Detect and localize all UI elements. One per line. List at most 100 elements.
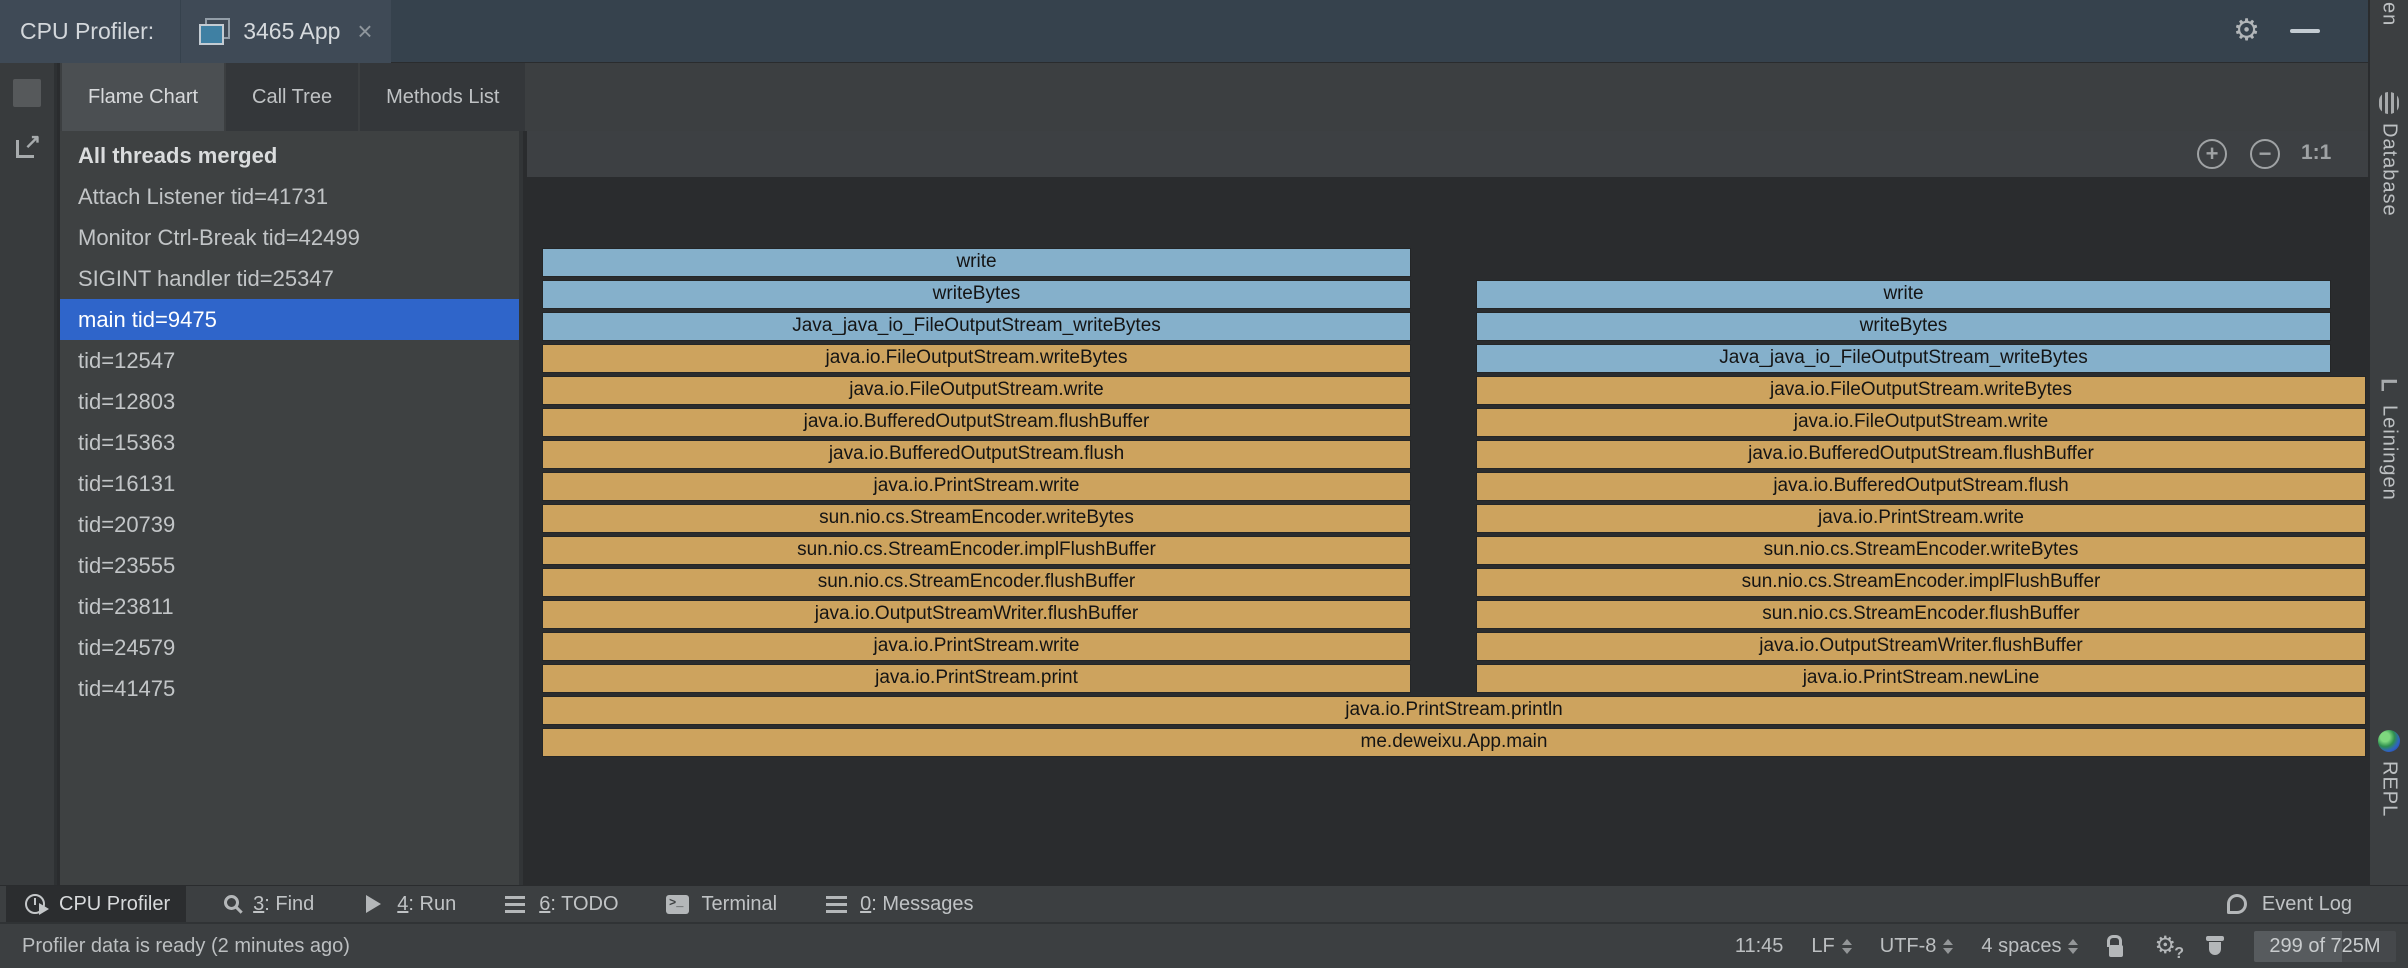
flame-bar-sun-nio-cs-streamencoder-flushbuffer[interactable]: sun.nio.cs.StreamEncoder.flushBuffer	[542, 568, 1411, 597]
tool-window-button-label: Terminal	[701, 892, 778, 915]
flame-bar-sun-nio-cs-streamencoder-flushbuffer[interactable]: sun.nio.cs.StreamEncoder.flushBuffer	[1476, 600, 2366, 629]
encoding-value: UTF-8	[1879, 934, 1937, 957]
flame-bar-java-io-bufferedoutputstream-flushbuffer[interactable]: java.io.BufferedOutputStream.flushBuffer	[542, 408, 1411, 437]
flame-bar-java-io-bufferedoutputstream-flush[interactable]: java.io.BufferedOutputStream.flush	[542, 440, 1411, 469]
flame-bar-java-io-outputstreamwriter-flushbuffer[interactable]: java.io.OutputStreamWriter.flushBuffer	[542, 600, 1411, 629]
encoding-widget[interactable]: UTF-8	[1880, 935, 1954, 958]
flame-bar-java-io-printstream-write[interactable]: java.io.PrintStream.write	[542, 632, 1411, 661]
event-log-button[interactable]: Event Log	[2208, 886, 2368, 922]
close-icon[interactable]: ×	[357, 16, 373, 46]
window-title: CPU Profiler:	[20, 17, 155, 44]
thread-item-tid-12803[interactable]: tid=12803	[78, 389, 176, 414]
tool-window-button-repl[interactable]: REPL	[2370, 730, 2408, 817]
thread-item-main-tid-9475[interactable]: main tid=9475	[60, 299, 519, 340]
flame-bar-java-java-io-fileoutputstream-writebytes[interactable]: Java_java_io_FileOutputStream_writeBytes	[1476, 344, 2331, 373]
tool-window-bar: CPU Profiler 3: Find 4: Run 6: TODO Terminal…	[0, 885, 2408, 922]
view-tabs: Flame Chart Call Tree Methods List	[60, 63, 2368, 131]
flame-bar-java-io-bufferedoutputstream-flushbuffer[interactable]: java.io.BufferedOutputStream.flushBuffer	[1476, 440, 2366, 469]
flame-bar-java-java-io-fileoutputstream-writebytes[interactable]: Java_java_io_FileOutputStream_writeBytes	[542, 312, 1411, 341]
status-widgets: 11:45 LF UTF-8 4 spaces ⚙? 299 of 725M	[1735, 930, 2396, 962]
unlock-icon[interactable]	[2106, 935, 2126, 957]
flame-bar-sun-nio-cs-streamencoder-writebytes[interactable]: sun.nio.cs.StreamEncoder.writeBytes	[542, 504, 1411, 533]
flame-chart-canvas[interactable]: write writeBytes Java_java_io_FileOutputSt…	[527, 177, 2368, 885]
memory-indicator[interactable]: 299 of 725M	[2254, 930, 2396, 962]
event-log-label: Event Log	[2261, 892, 2352, 915]
tool-window-button-4-run[interactable]: 4: Run	[344, 886, 472, 922]
tab-methods-list[interactable]: Methods List	[360, 63, 528, 131]
flame-bar-java-io-printstream-println[interactable]: java.io.PrintStream.println	[542, 696, 2366, 725]
title-bar: CPU Profiler: 3465 App × ⚙	[0, 0, 2368, 63]
thread-item-tid-15363[interactable]: tid=15363	[78, 430, 176, 455]
flame-bar-sun-nio-cs-streamencoder-implflushbuffer[interactable]: sun.nio.cs.StreamEncoder.implFlushBuffer	[1476, 568, 2366, 597]
thread-item-tid-23811[interactable]: tid=23811	[78, 594, 174, 619]
tool-window-button-label: 3: Find	[253, 892, 315, 915]
thread-item-tid-20739[interactable]: tid=20739	[78, 512, 176, 537]
flame-bar-write[interactable]: write	[1476, 280, 2331, 309]
thread-item-all-threads-merged[interactable]: All threads merged	[78, 143, 278, 168]
export-arrow-glyph: ↗	[24, 131, 41, 153]
highlighting-level-icon[interactable]	[2204, 935, 2226, 957]
zoom-reset-button[interactable]: 1:1	[2301, 141, 2332, 164]
tab-flame-chart[interactable]: Flame Chart	[62, 63, 227, 131]
tool-window-button-label: 4: Run	[397, 892, 457, 915]
flame-bar-java-io-printstream-write[interactable]: java.io.PrintStream.write	[542, 472, 1411, 501]
flame-bar-java-io-outputstreamwriter-flushbuffer[interactable]: java.io.OutputStreamWriter.flushBuffer	[1476, 632, 2366, 661]
flame-bar-java-io-fileoutputstream-write[interactable]: java.io.FileOutputStream.write	[1476, 408, 2366, 437]
right-tool-strip: en Database L Leiningen REPL	[2368, 0, 2408, 885]
tool-window-button-label: 6: TODO	[539, 892, 619, 915]
flame-bar-java-io-fileoutputstream-write[interactable]: java.io.FileOutputStream.write	[542, 376, 1411, 405]
profiler-icon	[22, 891, 49, 917]
tool-window-button-terminal[interactable]: Terminal	[649, 886, 794, 922]
tab-call-tree[interactable]: Call Tree	[226, 63, 361, 131]
tool-window-button-en[interactable]: en	[2370, 2, 2408, 26]
thread-item-sigint-handler-tid-25347[interactable]: SIGINT handler tid=25347	[78, 266, 334, 291]
messages-icon	[823, 891, 849, 917]
thread-item-tid-12547[interactable]: tid=12547	[78, 348, 176, 373]
flame-bar-write[interactable]: write	[542, 248, 1411, 277]
flame-bar-sun-nio-cs-streamencoder-writebytes[interactable]: sun.nio.cs.StreamEncoder.writeBytes	[1476, 536, 2366, 565]
thread-item-tid-24579[interactable]: tid=24579	[78, 635, 176, 660]
tool-window-button-3-find[interactable]: 3: Find	[200, 886, 330, 922]
line-separator-widget[interactable]: LF	[1811, 935, 1852, 958]
tool-window-button-6-todo[interactable]: 6: TODO	[486, 886, 634, 922]
find-icon	[216, 891, 242, 917]
updown-arrows-icon	[1943, 938, 1954, 954]
zoom-out-icon[interactable]: −	[2250, 139, 2280, 169]
flame-bar-sun-nio-cs-streamencoder-implflushbuffer[interactable]: sun.nio.cs.StreamEncoder.implFlushBuffer	[542, 536, 1411, 565]
profiler-session-tab[interactable]: 3465 App ×	[180, 0, 390, 63]
flame-bar-java-io-printstream-write[interactable]: java.io.PrintStream.write	[1476, 504, 2366, 533]
flame-bar-me-deweixu-app-main[interactable]: me.deweixu.App.main	[542, 728, 2366, 757]
updown-arrows-icon	[1841, 938, 1852, 954]
zoom-in-icon[interactable]: +	[2197, 139, 2227, 169]
tool-window-label: Database	[2378, 123, 2401, 217]
indent-widget[interactable]: 4 spaces	[1981, 934, 2079, 958]
tool-window-button-leiningen[interactable]: L Leiningen	[2370, 374, 2408, 500]
flame-bar-writebytes[interactable]: writeBytes	[542, 280, 1411, 309]
thread-item-attach-listener-tid-41731[interactable]: Attach Listener tid=41731	[78, 184, 329, 209]
flame-bar-java-io-fileoutputstream-writebytes[interactable]: java.io.FileOutputStream.writeBytes	[542, 344, 1411, 373]
flame-bar-java-io-fileoutputstream-writebytes[interactable]: java.io.FileOutputStream.writeBytes	[1476, 376, 2366, 405]
memory-usage-fill	[2254, 930, 2343, 962]
updown-arrows-icon	[2068, 938, 2079, 954]
tool-window-button-database[interactable]: Database	[2370, 92, 2408, 217]
flame-bar-java-io-printstream-print[interactable]: java.io.PrintStream.print	[542, 664, 1411, 693]
leiningen-icon: L	[2376, 378, 2402, 392]
export-icon[interactable]: ↗	[15, 131, 41, 159]
minimize-icon[interactable]	[2290, 29, 2320, 33]
gear-icon[interactable]: ⚙	[2233, 14, 2260, 47]
flame-chart-panel: + − 1:1 write writeBytes Java_java_io_File…	[527, 131, 2368, 885]
flame-bar-java-io-printstream-newline[interactable]: java.io.PrintStream.newLine	[1476, 664, 2366, 693]
thread-item-tid-16131[interactable]: tid=16131	[78, 471, 176, 496]
thread-item-tid-23555[interactable]: tid=23555	[78, 553, 176, 578]
indent-value: 4 spaces	[1981, 934, 2062, 957]
gear-question-icon[interactable]: ⚙?	[2154, 932, 2184, 962]
flame-bar-writebytes[interactable]: writeBytes	[1476, 312, 2331, 341]
thread-item-tid-41475[interactable]: tid=41475	[78, 676, 176, 701]
stop-square-icon[interactable]	[13, 79, 41, 107]
flame-bar-java-io-bufferedoutputstream-flush[interactable]: java.io.BufferedOutputStream.flush	[1476, 472, 2366, 501]
thread-item-monitor-ctrl-break-tid-42499[interactable]: Monitor Ctrl-Break tid=42499	[78, 225, 360, 250]
tool-window-button-cpu-profiler[interactable]: CPU Profiler	[6, 886, 187, 922]
tool-window-button-0-messages[interactable]: 0: Messages	[807, 886, 989, 922]
event-log-icon	[2224, 891, 2250, 917]
